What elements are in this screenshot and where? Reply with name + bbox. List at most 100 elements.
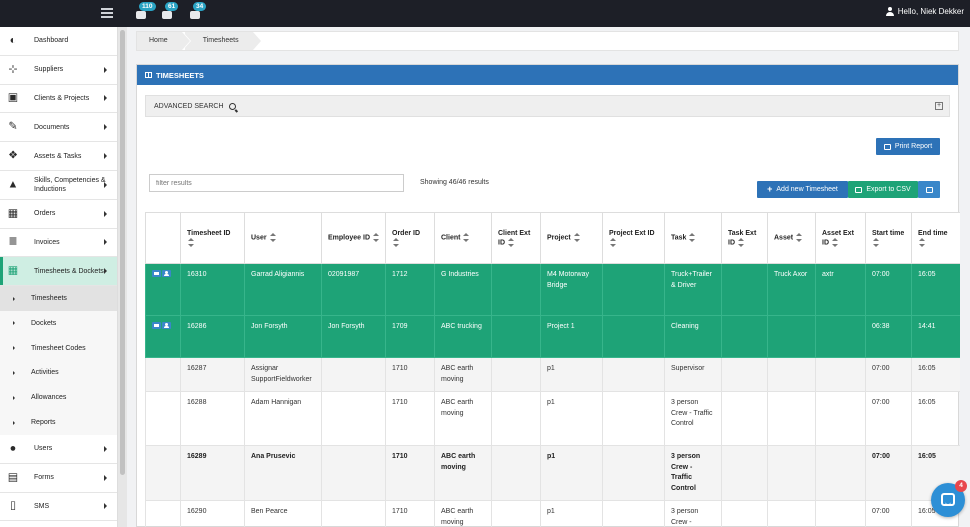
- column-header-timesheet-id[interactable]: Timesheet ID: [180, 212, 245, 264]
- cell-task: Supervisor: [664, 357, 722, 392]
- sidebar-item-assets-tasks[interactable]: ❖ Assets & Tasks: [0, 142, 117, 171]
- column-header-employee-id[interactable]: Employee ID: [321, 212, 386, 264]
- breadcrumb-home[interactable]: Home: [137, 32, 191, 50]
- column-header-task[interactable]: Task: [664, 212, 722, 264]
- sidebar-subitem-timesheet-codes[interactable]: Timesheet Codes: [0, 335, 117, 361]
- cell-client-ext-id: [491, 357, 541, 392]
- sidebar-item-timesheets-dockets[interactable]: ▦ Timesheets & Dockets: [0, 257, 117, 287]
- cell-timesheet-id: 16288: [180, 391, 245, 446]
- table-row[interactable]: 16287 Assignar SupportFieldworker 1710 A…: [145, 357, 960, 392]
- list-icon: ≣: [8, 235, 18, 248]
- column-header-start-time[interactable]: Start time: [865, 212, 912, 264]
- sidebar-item-label: Suppliers: [34, 66, 64, 74]
- sidebar-subitem-dockets[interactable]: Dockets: [0, 310, 117, 336]
- user-icon[interactable]: [162, 270, 171, 277]
- columns-toggle-button[interactable]: [918, 181, 940, 198]
- sidebar-item-label: Assets & Tasks: [34, 152, 82, 160]
- row-actions-cell: [145, 357, 181, 392]
- column-header-client[interactable]: Client: [434, 212, 492, 264]
- scrollbar-thumb[interactable]: [120, 30, 125, 475]
- cell-end-time: 16:05: [911, 391, 960, 446]
- sidebar-item-suppliers[interactable]: ⊹ Suppliers: [0, 56, 117, 85]
- bullet-icon: [13, 395, 15, 400]
- print-report-button[interactable]: Print Report: [876, 138, 940, 155]
- cell-user: Ben Pearce: [244, 500, 322, 527]
- sort-icon: [831, 237, 838, 247]
- column-header-end-time[interactable]: End time: [911, 212, 960, 264]
- user-menu[interactable]: Hello, Niek Dekker: [885, 7, 964, 16]
- column-header-task-ext-id[interactable]: Task Ext ID: [721, 212, 768, 264]
- cell-user: Garrad Aligiannis: [244, 263, 322, 316]
- cell-start-time: 06:38: [865, 315, 912, 358]
- sitemap-icon: ⊹: [8, 63, 18, 76]
- user-icon[interactable]: [162, 322, 171, 329]
- cubes-notification-icon[interactable]: 61: [162, 2, 179, 20]
- column-header-project-ext-id[interactable]: Project Ext ID: [602, 212, 665, 264]
- folder-icon[interactable]: [152, 270, 161, 277]
- chevron-right-icon: [104, 124, 107, 131]
- sidebar-subitem-label: Timesheets: [31, 295, 67, 303]
- row-actions-cell: [145, 445, 181, 501]
- cell-project: p1: [540, 391, 603, 446]
- sidebar-item-forms[interactable]: ▤ Forms: [0, 464, 117, 493]
- cell-end-time: 14:41: [911, 315, 960, 358]
- column-header-order-id[interactable]: Order ID: [385, 212, 435, 264]
- sidebar-item-label: Dashboard: [34, 37, 69, 45]
- sidebar-item-documents[interactable]: ✎ Documents: [0, 113, 117, 143]
- cell-timesheet-id: 16290: [180, 500, 245, 527]
- cell-asset: [767, 391, 816, 446]
- chat-launcher-button[interactable]: 4: [931, 480, 967, 517]
- sidebar-item-users[interactable]: ● Users: [0, 435, 117, 464]
- column-header-project[interactable]: Project: [540, 212, 603, 264]
- table-row[interactable]: 16289 Ana Prusevic 1710 ABC earth moving…: [145, 445, 960, 501]
- table-row[interactable]: 16286 Jon Forsyth Jon Forsyth 1709 ABC t…: [145, 315, 960, 358]
- active-indicator: [0, 257, 3, 286]
- column-header-asset-ext-id[interactable]: Asset Ext ID: [815, 212, 866, 264]
- table-row[interactable]: 16288 Adam Hannigan 1710 ABC earth movin…: [145, 391, 960, 446]
- advanced-search-toggle[interactable]: ADVANCED SEARCH +: [145, 95, 950, 117]
- cell-employee-id: [321, 500, 386, 527]
- sidebar-item-invoices[interactable]: ≣ Invoices: [0, 229, 117, 258]
- cell-user: Assignar SupportFieldworker: [244, 357, 322, 392]
- cell-user: Adam Hannigan: [244, 391, 322, 446]
- sidebar-subitem-timesheets[interactable]: Timesheets: [0, 286, 117, 311]
- sidebar-item-sms[interactable]: ▯ SMS: [0, 493, 117, 522]
- expand-icon[interactable]: +: [935, 102, 943, 110]
- sidebar-subitem-activities[interactable]: Activities: [0, 360, 117, 386]
- menu-toggle-icon[interactable]: [101, 8, 113, 18]
- sort-icon: [372, 233, 379, 243]
- cell-task-ext-id: [721, 391, 768, 446]
- chevron-right-icon: [104, 474, 107, 481]
- column-header-client-ext-id[interactable]: Client Ext ID: [491, 212, 541, 264]
- sort-icon: [463, 233, 470, 243]
- panel-title: TIMESHEETS: [156, 70, 204, 80]
- table-row[interactable]: 16290 Ben Pearce 1710 ABC earth moving p…: [145, 500, 960, 527]
- mobile-icon: ▯: [9, 499, 17, 512]
- users-notification-icon[interactable]: 110: [136, 2, 156, 20]
- sidebar-subitem-reports[interactable]: Reports: [0, 410, 117, 435]
- export-csv-button[interactable]: Export to CSV: [848, 181, 918, 198]
- users-icon: ●: [9, 442, 17, 455]
- cell-start-time: 07:00: [865, 445, 912, 501]
- column-header-user[interactable]: User: [244, 212, 322, 264]
- search-icon: [228, 102, 236, 110]
- cell-timesheet-id: 16289: [180, 445, 245, 501]
- breadcrumb-timesheets[interactable]: Timesheets: [184, 32, 262, 50]
- column-header-asset[interactable]: Asset: [767, 212, 816, 264]
- envelope-notification-icon[interactable]: 34: [190, 2, 207, 20]
- sidebar-item-dashboard[interactable]: ◐ Dashboard: [0, 27, 117, 56]
- cell-client-ext-id: [491, 391, 541, 446]
- sidebar-item-clients-projects[interactable]: ▣ Clients & Projects: [0, 85, 117, 114]
- sidebar-item-label: Forms: [34, 474, 54, 482]
- sidebar-item-skills[interactable]: ▲ Skills, Competencies & Inductions: [0, 171, 117, 200]
- timesheets-table-container: Timesheet ID User Employee ID Order ID C…: [145, 212, 960, 527]
- sidebar-scrollbar[interactable]: [118, 27, 127, 527]
- bullet-icon: [13, 370, 15, 375]
- folder-icon[interactable]: [152, 322, 161, 329]
- cell-client: ABC earth moving: [434, 445, 492, 501]
- sidebar-subitem-allowances[interactable]: Allowances: [0, 385, 117, 411]
- sidebar-item-orders[interactable]: ▦ Orders: [0, 200, 117, 229]
- table-row[interactable]: 16310 Garrad Aligiannis 02091987 1712 G …: [145, 263, 960, 316]
- filter-input[interactable]: [149, 174, 404, 192]
- add-timesheet-button[interactable]: + Add new Timesheet: [757, 181, 848, 198]
